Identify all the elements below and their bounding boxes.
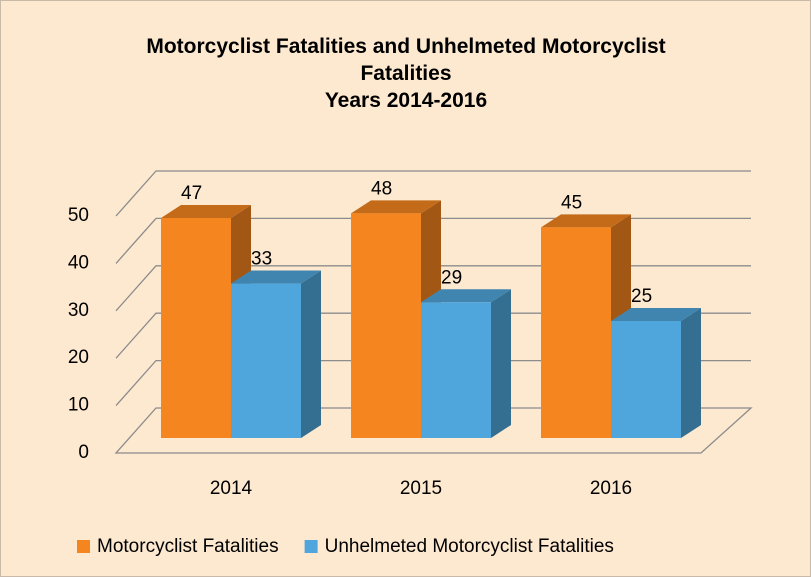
legend-swatch: [304, 540, 318, 553]
y-tick-label: 40: [68, 252, 89, 273]
bar-top: [541, 214, 631, 228]
y-tick-label: 20: [68, 347, 89, 368]
legend-swatch: [77, 540, 90, 553]
bar-top: [161, 205, 251, 219]
chart-title: Motorcyclist Fatalities and Unhelmeted M…: [146, 35, 666, 85]
data-label: 48: [371, 178, 392, 199]
bar: [541, 227, 611, 438]
bar-side: [301, 270, 321, 438]
y-tick-label: 10: [68, 395, 89, 416]
y-tick-label: 0: [78, 442, 89, 463]
x-tick-label: 2015: [400, 478, 442, 499]
bar-side: [491, 289, 511, 438]
grid-line: [115, 217, 751, 264]
bar-top: [611, 308, 701, 321]
legend-label: Motorcyclist Fatalities: [97, 536, 279, 557]
bar-top: [351, 200, 441, 214]
bar-top: [421, 289, 511, 303]
floor: [114, 407, 753, 454]
bar: [421, 302, 491, 438]
y-tick-label: 30: [68, 300, 89, 321]
legend-label: Unhelmeted Motorcyclist Fatalities: [325, 536, 614, 557]
bar-top: [231, 270, 321, 284]
bar: [231, 283, 301, 438]
grid-line: [115, 170, 751, 217]
x-tick-label: 2014: [210, 478, 253, 499]
x-tick-label: 2016: [590, 478, 632, 499]
data-label: 33: [251, 249, 272, 270]
data-label: 25: [631, 286, 652, 307]
data-label: 45: [561, 192, 582, 213]
bar-side: [681, 308, 701, 438]
data-label: 47: [181, 183, 202, 204]
bar: [351, 213, 421, 438]
chart-title-block: Motorcyclist Fatalities and Unhelmeted M…: [106, 33, 706, 114]
bar: [161, 218, 231, 438]
data-label: 29: [441, 267, 462, 288]
y-tick-label: 50: [68, 205, 89, 226]
bar: [611, 321, 681, 438]
chart-subtitle: Years 2014-2016: [324, 89, 488, 112]
